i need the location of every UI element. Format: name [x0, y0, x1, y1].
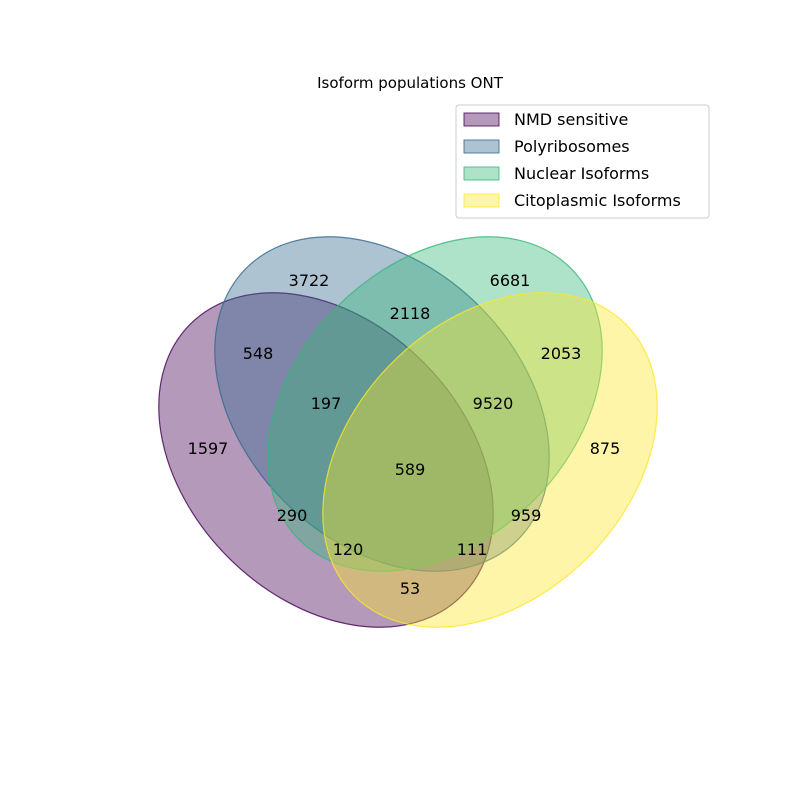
region-count-nmd-cyto: 53 — [400, 579, 420, 598]
region-count-all-four: 589 — [395, 460, 426, 479]
region-count-poly-nuclear-cyto: 9520 — [473, 394, 514, 413]
diagram-title: Isoform populations ONT — [317, 74, 504, 92]
legend-swatch-polyribosomes — [463, 139, 500, 154]
legend-swatch-nuclear-isoforms — [463, 166, 500, 181]
legend-box — [455, 104, 710, 219]
legend-label-nmd-sensitive: NMD sensitive — [514, 110, 628, 129]
region-count-cyto-only: 875 — [590, 439, 621, 458]
legend-label-nuclear-isoforms: Nuclear Isoforms — [514, 164, 649, 183]
region-count-nmd-only: 1597 — [188, 439, 229, 458]
legend-label-citoplasmic-isoforms: Citoplasmic Isoforms — [514, 191, 681, 210]
ellipse-nuclear-isoforms — [267, 236, 603, 572]
legend-label-polyribosomes: Polyribosomes — [514, 137, 630, 156]
region-count-nmd-nuclear-cyto: 120 — [333, 540, 364, 559]
ellipse-nmd-sensitive — [158, 292, 494, 628]
set-ellipses — [158, 236, 658, 628]
region-count-poly-nuclear: 2118 — [390, 304, 431, 323]
ellipse-polyribosomes — [214, 236, 550, 572]
region-count-polyribosomes-only: 3722 — [289, 271, 330, 290]
legend-item-polyribosomes: Polyribosomes — [463, 137, 630, 156]
region-count-nuclear-only: 6681 — [490, 271, 531, 290]
legend-item-nmd-sensitive: NMD sensitive — [463, 110, 628, 129]
region-count-nmd-poly: 548 — [243, 344, 274, 363]
region-count-nmd-nuclear: 290 — [277, 506, 308, 525]
legend-item-nuclear-isoforms: Nuclear Isoforms — [463, 164, 649, 183]
legend-swatch-citoplasmic-isoforms — [463, 193, 500, 208]
region-count-nuclear-cyto: 2053 — [541, 344, 582, 363]
region-counts: 3722 6681 2118 548 2053 197 9520 1597 87… — [188, 271, 621, 598]
region-count-nmd-poly-cyto: 111 — [457, 540, 488, 559]
ellipse-citoplasmic-isoforms — [322, 292, 658, 628]
legend-swatch-nmd-sensitive — [463, 112, 500, 127]
legend: NMD sensitive Polyribosomes Nuclear Isof… — [455, 104, 710, 219]
region-count-poly-cyto: 959 — [511, 506, 542, 525]
legend-item-citoplasmic-isoforms: Citoplasmic Isoforms — [463, 191, 681, 210]
region-count-nmd-poly-nuclear: 197 — [311, 394, 342, 413]
